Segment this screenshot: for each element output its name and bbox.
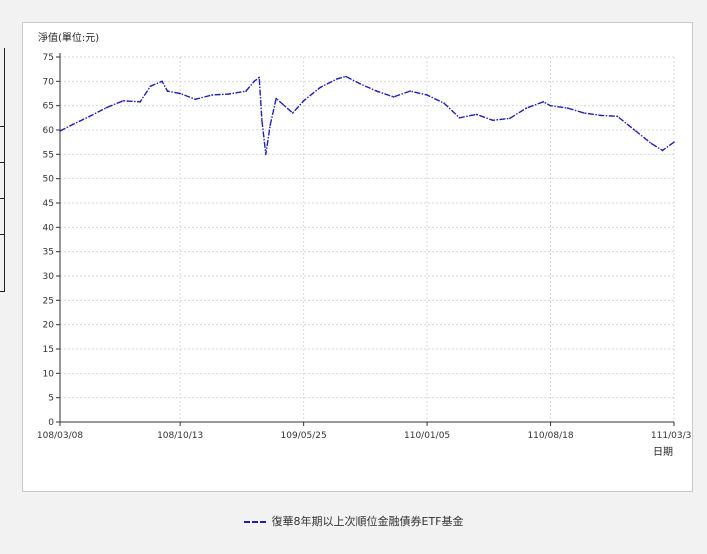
data-point [549,104,552,107]
data-point [88,115,91,118]
y-tick-label: 0 [48,418,54,428]
data-point [283,104,286,107]
y-tick-label: 40 [43,223,55,233]
data-point [265,153,267,156]
data-point [179,92,181,95]
data-point [673,141,675,143]
data-point [319,86,322,88]
data-point [458,117,461,119]
y-tick-label: 65 [43,102,54,112]
data-point [166,90,169,92]
data-point [258,76,260,79]
data-point [161,80,163,83]
y-tick-label: 45 [43,199,54,209]
data-point [72,123,74,125]
table-row-divider [0,162,4,163]
data-point [566,107,569,109]
data-point [336,78,338,80]
data-point [359,83,361,85]
legend-entry-label: 復華8年期以上次順位金融債券ETF基金 [271,515,464,528]
data-point [253,80,255,83]
data-point [269,124,271,126]
data-point [139,101,141,103]
data-point [245,90,247,92]
y-tick-label: 70 [43,77,55,87]
data-point [291,112,294,114]
x-tick-label: 108/03/08 [37,431,83,441]
y-tick-label: 15 [43,345,54,355]
y-tick-label: 55 [43,150,54,160]
x-axis-label: 日期 [653,446,673,458]
data-point [261,119,263,122]
data-point [475,113,478,116]
y-tick-label: 10 [43,369,55,379]
data-point [443,102,445,104]
data-point [525,107,528,109]
x-tick-label: 108/10/13 [157,431,203,441]
y-tick-label: 35 [43,248,54,258]
series-line [59,75,675,156]
data-point [633,129,636,131]
x-tick-label: 110/01/05 [404,431,450,441]
data-point [275,97,277,100]
data-point [122,100,124,102]
y-tick-label: 30 [43,272,55,282]
axes: 0 5 10 15 20 25 30 35 40 45 50 55 60 65 70 75 108/03/08 1… [37,53,692,441]
data-point [650,142,653,145]
data-point [194,98,197,101]
data-point [492,119,494,122]
x-tick-label: 111/03/31 [651,431,692,441]
x-tick-label: 110/08/18 [527,431,573,441]
data-point [661,149,664,152]
y-tick-label: 50 [43,175,55,185]
legend-swatch [243,521,266,523]
data-point [211,94,213,96]
y-tick-label: 20 [43,321,55,331]
y-tick-label: 25 [43,296,54,306]
legend: 復華8年期以上次順位金融債券ETF基金 [0,513,707,529]
data-point [149,85,152,87]
data-point [345,75,347,78]
data-point [59,130,61,132]
data-point [600,114,602,117]
data-point [302,100,305,102]
y-tick-label: 75 [43,53,54,63]
data-point [105,106,108,109]
data-point [583,112,585,114]
data-point [392,96,395,98]
data-point [616,115,619,118]
x-tick-label: 109/05/25 [281,431,327,441]
data-point [228,93,230,95]
y-tick-label: 5 [48,394,54,404]
table-row-divider [0,126,4,127]
data-point [426,94,428,96]
nav-line-chart: 0 5 10 15 20 25 30 35 40 45 50 55 60 65 70 75 108/03/08 1… [37,31,692,458]
data-point [375,90,378,92]
y-axis-label: 淨值(單位:元) [38,31,99,44]
table-row-divider [0,234,4,235]
data-point [509,117,511,120]
left-table-edge [0,48,5,292]
y-tick-label: 60 [43,126,55,136]
data-point [409,90,411,92]
series-layer [59,75,675,156]
table-row-divider [0,198,4,199]
chart-panel: 0 5 10 15 20 25 30 35 40 45 50 55 60 65 70 75 108/03/08 1… [22,22,693,492]
data-point [542,101,545,103]
table-row-divider [0,291,4,292]
